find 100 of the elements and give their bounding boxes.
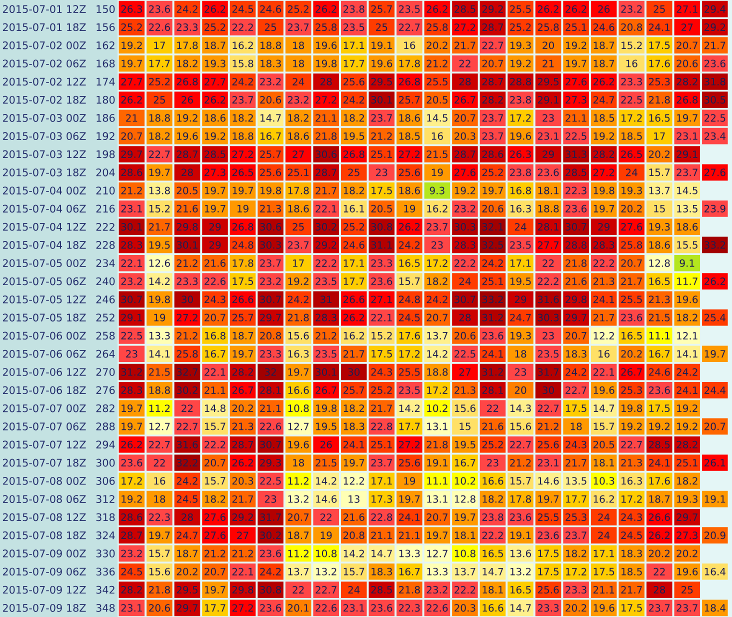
data-label: 26.2 bbox=[538, 5, 558, 13]
data-label: 29 bbox=[514, 296, 526, 304]
data-label: 21.2 bbox=[121, 186, 142, 194]
data-label: 23.7 bbox=[566, 532, 586, 540]
data-label: 22.2 bbox=[316, 259, 336, 267]
data-label: 25.7 bbox=[260, 150, 281, 158]
data-label: 19.7 bbox=[704, 350, 726, 358]
data-label: 31.8 bbox=[704, 78, 726, 86]
data-label: 27.6 bbox=[704, 168, 726, 176]
data-label: 25.6 bbox=[343, 78, 364, 86]
y2-tick-label: 288 bbox=[96, 422, 115, 430]
data-label: 29 bbox=[542, 150, 554, 158]
data-label: 25.2 bbox=[510, 23, 531, 31]
data-label: 19.2 bbox=[566, 42, 586, 50]
data-label: 18.1 bbox=[482, 586, 503, 594]
data-label: 24.2 bbox=[676, 368, 698, 376]
data-label: 29.8 bbox=[566, 296, 586, 304]
data-label: 18 bbox=[293, 42, 304, 50]
data-label: 16 bbox=[626, 60, 638, 68]
data-label: 15 bbox=[460, 422, 470, 430]
data-label: 20.7 bbox=[621, 259, 642, 267]
data-label: 21.7 bbox=[316, 186, 336, 194]
data-label: 24.8 bbox=[399, 296, 420, 304]
data-label: 20.7 bbox=[204, 314, 226, 322]
data-label: 19.1 bbox=[427, 458, 448, 467]
data-label: 20.2 bbox=[566, 604, 586, 612]
data-label: 28 bbox=[459, 78, 471, 86]
data-label: 32.7 bbox=[176, 368, 198, 376]
data-label: 20.7 bbox=[566, 332, 586, 340]
data-label: 21.2 bbox=[510, 459, 531, 466]
data-label: 25.8 bbox=[538, 23, 559, 31]
data-label: 22.5 bbox=[566, 132, 586, 140]
data-label: 18.2 bbox=[344, 186, 364, 194]
data-label: 24 bbox=[626, 168, 638, 176]
data-label: 23.9 bbox=[704, 204, 726, 212]
data-label: 24.2 bbox=[176, 477, 198, 485]
data-label: 18.5 bbox=[399, 132, 420, 140]
data-label: 24.1 bbox=[343, 440, 364, 448]
data-label: 16.7 bbox=[204, 350, 226, 358]
data-label: 27.2 bbox=[232, 604, 253, 612]
data-label: 20.7 bbox=[676, 42, 698, 50]
data-label: 22.2 bbox=[593, 259, 614, 267]
data-label: 15.7 bbox=[649, 168, 670, 176]
data-label: 20.2 bbox=[621, 204, 642, 212]
data-label: 19.8 bbox=[316, 404, 337, 412]
data-label: 25.3 bbox=[621, 386, 642, 394]
data-label: 30.3 bbox=[454, 223, 476, 231]
data-label: 19.6 bbox=[594, 604, 614, 612]
y2-tick-label: 216 bbox=[96, 204, 115, 213]
data-label: 18.3 bbox=[260, 60, 281, 68]
data-label: 24.1 bbox=[648, 24, 670, 31]
data-label: 30.5 bbox=[704, 96, 726, 104]
y2-tick-label: 270 bbox=[96, 368, 115, 376]
data-label: 23.2 bbox=[454, 204, 476, 212]
data-label: 20.3 bbox=[454, 604, 476, 612]
data-label: 27.2 bbox=[232, 150, 253, 158]
y-tick-label: 2015-07-04 18Z bbox=[2, 241, 86, 249]
data-label: 19.7 bbox=[204, 586, 226, 594]
data-label: 27 bbox=[682, 24, 693, 31]
data-label: 26.2 bbox=[648, 532, 670, 540]
data-label: 27.7 bbox=[204, 78, 226, 86]
data-label: 14.6 bbox=[316, 495, 337, 503]
data-label: 28.7 bbox=[482, 78, 504, 86]
data-label: 14.6 bbox=[538, 477, 559, 485]
data-label: 22.2 bbox=[232, 24, 253, 31]
data-label: 25.2 bbox=[371, 386, 392, 394]
data-label: 16.7 bbox=[454, 458, 476, 467]
data-label: 29.2 bbox=[482, 5, 503, 13]
data-label: 26.7 bbox=[316, 386, 336, 394]
data-label: 28.2 bbox=[676, 78, 698, 86]
data-label: 18.8 bbox=[149, 386, 170, 394]
data-label: 18.7 bbox=[177, 550, 198, 558]
data-label: 18.7 bbox=[232, 332, 254, 340]
y2-tick-label: 210 bbox=[96, 186, 115, 194]
data-label: 21.7 bbox=[621, 278, 642, 285]
data-label: 22 bbox=[154, 459, 165, 466]
data-label: 18 bbox=[293, 60, 304, 68]
data-label: 14.7 bbox=[372, 550, 392, 558]
data-label: 23.8 bbox=[343, 5, 364, 13]
data-label: 28.5 bbox=[204, 150, 226, 158]
data-label: 17.1 bbox=[344, 42, 364, 50]
data-label: 14.7 bbox=[260, 114, 281, 122]
data-label: 33.2 bbox=[482, 296, 503, 304]
y2-tick-label: 324 bbox=[96, 531, 115, 540]
data-label: 24.2 bbox=[260, 568, 281, 576]
data-label: 17.8 bbox=[288, 186, 309, 194]
data-label: 21.8 bbox=[566, 259, 586, 267]
data-label: 21.8 bbox=[426, 440, 448, 448]
data-label: 24 bbox=[514, 223, 526, 231]
data-label: 19.1 bbox=[510, 532, 531, 540]
y-tick-label: 2015-07-05 12Z bbox=[2, 295, 86, 304]
data-label: 23.2 bbox=[121, 277, 142, 286]
y2-tick-label: 240 bbox=[96, 277, 115, 286]
data-label: 25.1 bbox=[676, 458, 698, 467]
data-label: 26 bbox=[598, 5, 610, 13]
data-label: 23.7 bbox=[232, 96, 254, 104]
data-label: 24.1 bbox=[482, 350, 503, 358]
data-label: 21.8 bbox=[399, 586, 420, 594]
data-label: 11.2 bbox=[288, 477, 308, 485]
data-label: 13.1 bbox=[427, 495, 448, 503]
